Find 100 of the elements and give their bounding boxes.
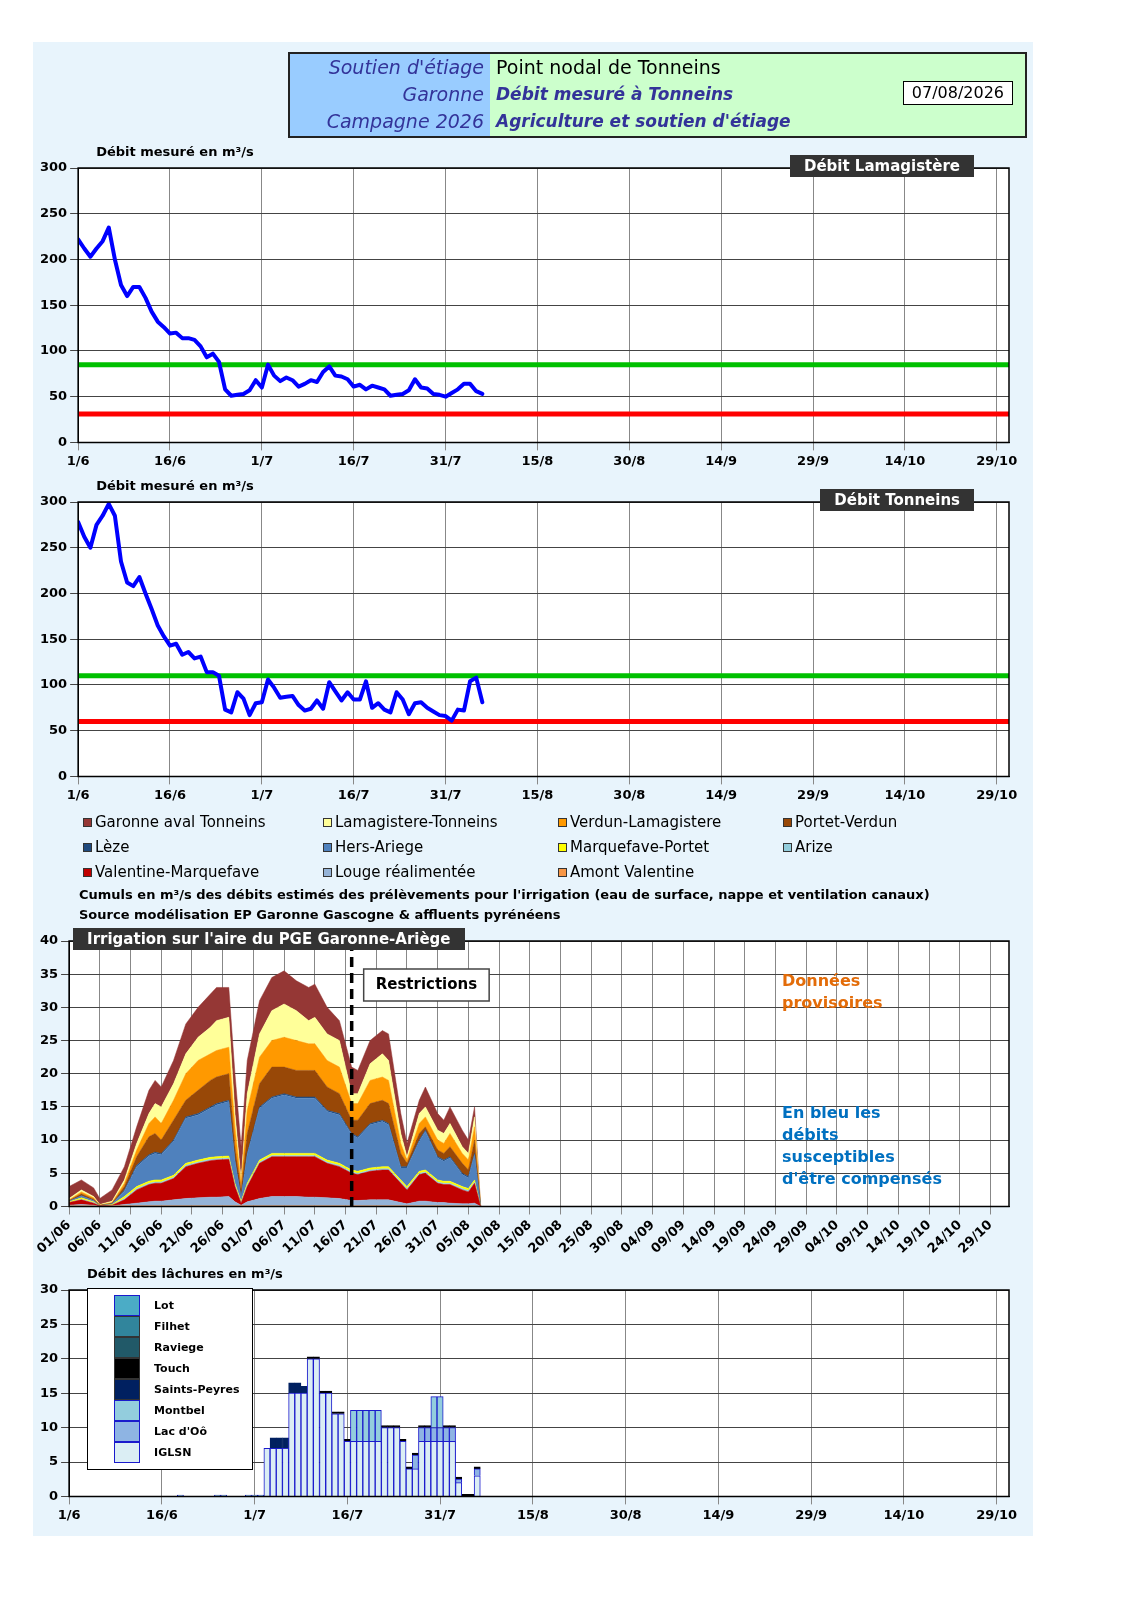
y-tick-label: 250 <box>40 539 68 555</box>
y-tick-label: 30 <box>40 1281 59 1297</box>
legend-label: Lac d'Oô <box>154 1425 208 1438</box>
x-tick-label: 14/9 <box>702 1506 735 1522</box>
y-tick-label: 15 <box>40 1384 59 1400</box>
legend-label: Saints-Peyres <box>154 1383 240 1396</box>
y-tick-label: 300 <box>40 493 68 509</box>
y-tick-label: 10 <box>40 1131 59 1147</box>
x-tick-label: 31/7 <box>429 452 462 468</box>
x-tick-label: 29/9 <box>797 786 829 802</box>
x-tick-label: 16/6 <box>154 786 186 802</box>
x-tick-label: 15/8 <box>516 1506 549 1522</box>
x-tick-label: 1/6 <box>66 786 90 802</box>
annotation: Données provisoires <box>781 969 884 1014</box>
text: 07/08/2026 <box>902 81 1013 105</box>
text: Agriculture et soutien d'étiage <box>496 110 792 133</box>
y-tick-label: 50 <box>49 722 68 738</box>
y-axis-title: Débit des lâchures en m³/s <box>87 1266 283 1281</box>
x-tick-label: 14/10 <box>884 786 926 802</box>
text: Point nodal de Tonneins <box>496 55 722 80</box>
x-tick-label: 30/8 <box>609 1506 642 1522</box>
x-tick-label: 15/8 <box>521 786 554 802</box>
y-axis-title: Débit mesuré en m³/s <box>96 478 254 493</box>
x-tick-label: 29/10 <box>976 1506 1018 1522</box>
y-tick-label: 30 <box>40 998 59 1014</box>
y-tick-label: 150 <box>40 630 68 646</box>
y-tick-label: 20 <box>40 1350 59 1366</box>
y-tick-label: 200 <box>40 584 68 600</box>
legend-label: Raviege <box>154 1341 204 1354</box>
x-tick-label: 30/8 <box>613 786 646 802</box>
x-tick-label: 1/6 <box>66 452 90 468</box>
legend-label: IGLSN <box>154 1446 192 1459</box>
x-tick-label: 1/6 <box>57 1506 81 1522</box>
x-tick-label: 1/7 <box>250 452 274 468</box>
y-tick-label: 20 <box>40 1065 59 1081</box>
y-tick-label: 0 <box>58 433 68 449</box>
legend-label: Filhet <box>154 1320 190 1333</box>
x-tick-label: 29/10 <box>976 452 1018 468</box>
legend-label: Louge réalimentée <box>335 862 476 883</box>
y-tick-label: 50 <box>49 388 68 404</box>
x-tick-label: 16/6 <box>145 1506 178 1522</box>
y-tick-label: 150 <box>40 296 68 312</box>
y-tick-label: 0 <box>49 1197 59 1213</box>
x-tick-label: 30/8 <box>613 452 646 468</box>
y-tick-label: 5 <box>49 1453 59 1469</box>
x-tick-label: 14/9 <box>705 452 738 468</box>
y-tick-label: 250 <box>40 205 68 221</box>
x-tick-label: 14/10 <box>884 452 926 468</box>
text: Cumuls en m³/s des débits estimés des prélèvements pour l'irrigation (eau de surface, nappe et ventilation canaux) <box>79 886 931 904</box>
y-tick-label: 100 <box>40 676 68 692</box>
y-axis-title: Débit mesuré en m³/s <box>96 144 254 159</box>
x-tick-label: 16/7 <box>331 1506 364 1522</box>
source-note: Source modélisation EP Garonne Gascogne & affluents pyrénéens <box>79 906 562 924</box>
x-tick-label: 14/10 <box>883 1506 925 1522</box>
legend-label: Montbel <box>154 1404 205 1417</box>
legend-label: Lot <box>154 1299 174 1312</box>
y-tick-label: 200 <box>40 250 68 266</box>
chart-title: Irrigation sur l'aire du PGE Garonne-Ariège <box>73 928 465 950</box>
x-tick-label: 31/7 <box>429 786 462 802</box>
y-tick-label: 5 <box>49 1164 59 1180</box>
x-tick-label: 16/7 <box>337 786 370 802</box>
legend-label: Verdun-Lamagistere <box>570 812 722 833</box>
legend-label: Valentine-Marquefave <box>95 862 260 883</box>
x-tick-label: 31/7 <box>424 1506 457 1522</box>
text: Campagne 2026 <box>325 109 484 134</box>
y-tick-label: 40 <box>40 932 59 948</box>
text: Soutien d'étiage <box>327 55 484 80</box>
x-tick-label: 14/9 <box>705 786 738 802</box>
y-tick-label: 300 <box>40 159 68 175</box>
legend-label: Portet-Verdun <box>795 812 898 833</box>
y-tick-label: 10 <box>40 1418 59 1434</box>
ref-line-label: Restrictions <box>375 974 478 993</box>
y-tick-label: 0 <box>58 767 68 783</box>
x-tick-label: 15/8 <box>521 452 554 468</box>
chart-title: Débit Lamagistère <box>789 155 974 177</box>
y-tick-label: 0 <box>49 1487 59 1503</box>
text: Garonne <box>401 82 484 107</box>
legend-label: Garonne aval Tonneins <box>95 812 266 833</box>
y-tick-label: 35 <box>40 965 59 981</box>
legend-label: Marquefave-Portet <box>570 837 710 858</box>
x-tick-label: 29/9 <box>797 452 829 468</box>
legend-label: Amont Valentine <box>570 862 695 883</box>
legend-label: Hers-Ariege <box>335 837 424 858</box>
text: Débit mesuré à Tonneins <box>496 84 734 104</box>
chart-title: Débit Tonneins <box>820 489 974 511</box>
x-tick-label: 1/7 <box>250 786 274 802</box>
y-tick-label: 100 <box>40 342 68 358</box>
y-tick-label: 25 <box>40 1315 59 1331</box>
legend-label: Lèze <box>95 837 130 858</box>
legend-label: Lamagistere-Tonneins <box>335 812 498 833</box>
x-tick-label: 29/9 <box>795 1506 828 1522</box>
y-tick-label: 25 <box>40 1031 59 1047</box>
y-tick-label: 15 <box>40 1098 59 1114</box>
x-tick-label: 16/7 <box>337 452 370 468</box>
x-tick-label: 16/6 <box>154 452 186 468</box>
x-tick-label: 29/10 <box>976 786 1018 802</box>
legend-label: Arize <box>795 837 833 858</box>
annotation: En bleu les débits susceptibles d'être compensés <box>781 1102 943 1191</box>
legend-label: Touch <box>154 1362 190 1375</box>
x-tick-label: 1/7 <box>243 1506 267 1522</box>
